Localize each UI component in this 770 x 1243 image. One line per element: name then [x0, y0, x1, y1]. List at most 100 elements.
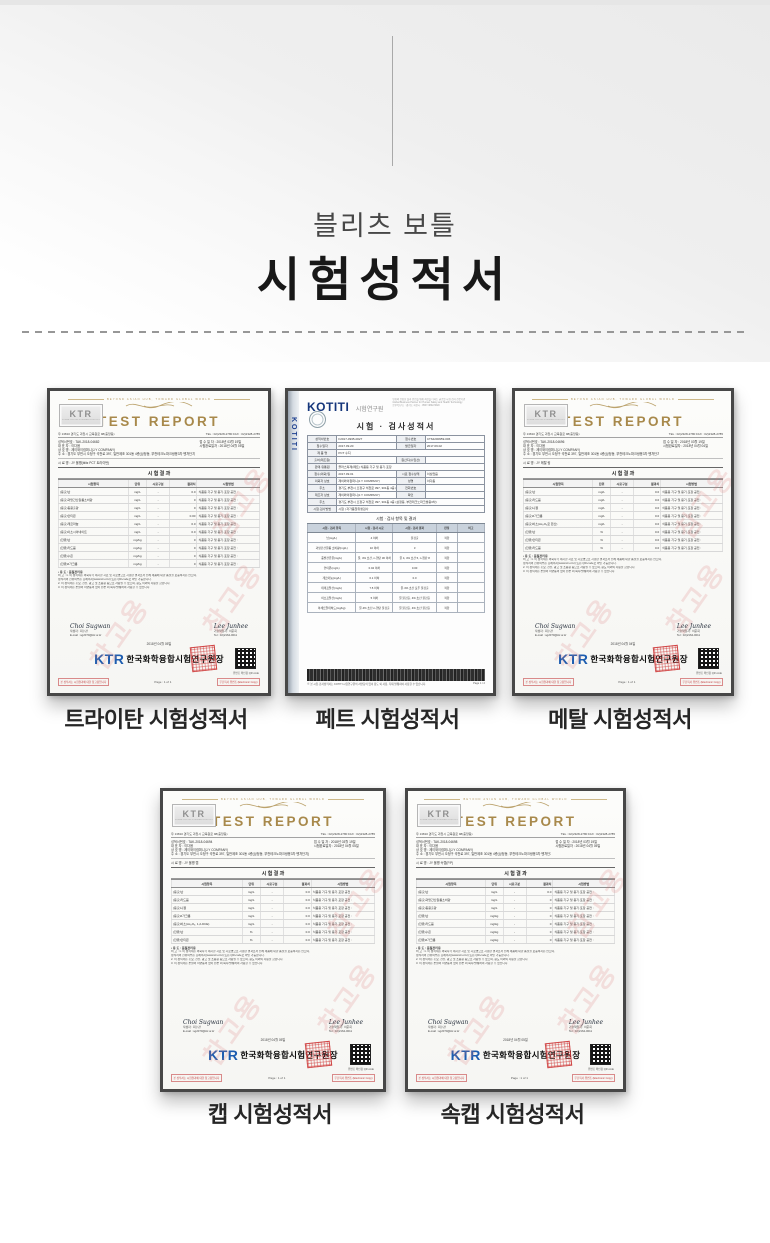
table-row: (용출)6가크롬 mg/L -0.0 식품용 기구 및 용기·포장 공전 :	[523, 512, 723, 521]
table-cell: -	[147, 536, 171, 544]
table-row: 시험항목 단위 시료구분 결과치 시험방법	[58, 479, 260, 489]
table-cell: (용출)납	[523, 488, 594, 496]
caption-cap: 캡 시험성적서	[207, 1102, 333, 1127]
certificate-inner-cap: 참고용 참고용 참고용 BEYOND ASIAN HUB, TOWARD GLO…	[405, 788, 626, 1092]
table-cell: 적합	[437, 563, 458, 572]
table-cell: -	[611, 496, 635, 504]
table-cell: 결과치	[527, 880, 554, 888]
results-table-header: 시험항목 단위 시료구분 결과치 시험방법	[58, 479, 260, 489]
table-cell: mg/L	[243, 888, 261, 896]
table-cell: 식품용 기구 및 용기·포장 공전 :	[197, 528, 260, 536]
table-cell: mg/kg	[129, 544, 147, 552]
table-cell: 10 이하	[356, 543, 394, 552]
results-table-rows: (용출)납 mg/L -0.0 식품용 기구 및 용기·포장 공전 : (용출)카드뮴 m…	[171, 888, 375, 945]
table-cell: -	[261, 896, 285, 904]
table-cell: 적합	[437, 593, 458, 602]
table-cell: -	[147, 520, 171, 528]
ktr-header: KTR KOREA TESTING & RESEARCH INSTITUTE T…	[58, 404, 260, 432]
table-cell: -	[261, 928, 285, 936]
table-cell: 0.0	[634, 520, 662, 528]
note-lines: 비 고 : 1. 이 성적서는 의뢰자가 제시한 시료 및 시료명으로 시험한 …	[416, 950, 615, 966]
kotiti-vertical-text: KOTITI	[290, 417, 297, 452]
table-cell: 식품용 기구 및 용기·포장 공전 :	[312, 896, 375, 904]
label-cell: 주소	[308, 485, 338, 491]
text-line: 2. 이 성적서는 홍보, 선전, 광고 및 소송용 등으로 사용될 수 없으며…	[416, 958, 529, 962]
text-line: 2. 이 성적서는 홍보, 선전, 광고 및 소송용 등으로 사용될 수 없으며…	[171, 958, 284, 962]
kotiti-brand: KOTITI 시험연구원	[307, 398, 383, 416]
text-line: 본부/연구소 : 경기도 과천시 · 0507-3802-5620	[392, 404, 440, 408]
table-cell: 물·4% 초산 모두 불검출	[393, 583, 437, 592]
address-row: 우 13810 경기도 과천시 교육원로 98(중앙동) TEL : 02)23…	[523, 432, 723, 438]
table-cell: -	[261, 888, 285, 896]
signature-row: Choi Sugwan 작성자 : 최수관 E-mail : sg2070@kt…	[523, 623, 723, 638]
signer-tel: Tel : 02)2164-0011	[676, 633, 701, 638]
signer-name: 기술책임자 : 이준희	[213, 629, 237, 634]
gold-rule	[570, 799, 607, 800]
table-row: (잔류)납% -0.0 식품용 기구 및 용기·포장 공전 :	[171, 928, 375, 937]
table-cell: -	[147, 560, 171, 568]
table-cell: 적합	[437, 583, 458, 592]
signature-script: Choi Sugwan	[70, 623, 111, 631]
table-cell: 식품용 기구 및 용기·포장 공전 :	[312, 920, 375, 928]
footer-right-label: 무단복사 위변조 (Electronic Copy)	[331, 1074, 375, 1082]
issue-date: 2018년 04월 05일	[503, 1038, 528, 1042]
table-cell: 0.0	[284, 920, 312, 928]
tagline-text: BEYOND ASIAN HUB, TOWARD GLOBAL WORLD	[570, 398, 676, 401]
kotiti-footer: ※ 본 시험·검사성적서는 KOTITI 시험연구원의 서면동의 없이 용도 외…	[307, 682, 485, 686]
value-cell: 2017.09.20	[337, 443, 397, 449]
signature-script: Choi Sugwan	[428, 1019, 469, 1027]
text-line: 시험완료일자 : 2018년 04월 05일	[199, 443, 245, 448]
table-cell: 증발잔류물(mg/L)	[307, 553, 357, 562]
table-row: (용출)카드뮴 mg/L -0.0 식품용 기구 및 용기·포장 공전 :	[523, 496, 723, 505]
table-cell: mg/kg	[486, 936, 504, 944]
text-line: 성적서번호 : TAK-2018-04698	[416, 839, 458, 844]
kotiti-side-band: KOTITI	[288, 391, 299, 693]
table-cell: 식품용 기구 및 용기·포장 공전 :	[197, 496, 260, 504]
sample-name: 시 료 명 : JY 메탈 링	[523, 458, 723, 465]
table-cell: 식품용 기구 및 용기·포장 공전 :	[661, 536, 723, 544]
table-cell: 물, 4% 초산, n-헵탄 30 이하	[356, 553, 394, 562]
notes-block: • 용 도 : 품질관리용 비 고 : 1. 이 성적서는 의뢰자가 제시한 시…	[171, 946, 375, 966]
value-cell	[337, 457, 397, 463]
ktr-tagline: BEYOND ASIAN HUB, TOWARD GLOBAL WORLD	[523, 398, 723, 401]
results-table-rows: (용출)납 mg/L -0.0 식품용 기구 및 용기·포장 공전 : (용출)과망간산…	[416, 888, 615, 945]
text-line: 2. 이 성적서는 홍보, 선전, 광고 및 소송용 등으로 사용될 수 없으며…	[58, 582, 171, 586]
table-cell: 시료구분	[611, 480, 635, 488]
table-cell: %	[593, 544, 611, 552]
table-cell: (잔류)수은	[416, 928, 486, 936]
table-cell: (잔류)6가크롬	[416, 936, 486, 944]
certificate-paper: 참고용 참고용 참고용 BEYOND ASIAN HUB, TOWARD GLO…	[515, 391, 731, 693]
ktr-header: KTR KOREA TESTING & RESEARCH INSTITUTE T…	[171, 804, 375, 832]
table-row: (용출)이소시아네이트 mg/L -0.0 식품용 기구 및 용기·포장 공전 :	[58, 528, 260, 537]
label-cell: 출처(제조원)	[308, 457, 338, 463]
qr-caption: 위변조 확인용 QR code	[588, 1068, 614, 1071]
results-table-rows: (용출)납 mg/L -0.0 식품용 기구 및 용기·포장 공전 : (용출)카드뮴 m…	[523, 488, 723, 553]
kotiti-results-rows: 납(mg/L) 4 이하 불검출 적합 과망간산칼륨 소비량(mg/L) 10 이하 3 적합…	[307, 533, 485, 613]
signature-left: Choi Sugwan 작성자 : 최수관 E-mail : sg2070@kt…	[183, 1019, 223, 1034]
value-cell: 이다음	[426, 479, 436, 483]
table-cell: 0.0	[634, 528, 662, 536]
text-line: 성적서번호 : TAK-2018-04694	[171, 839, 213, 844]
table-cell: 0	[170, 544, 198, 552]
results-table-title: 시 험 결 과	[171, 867, 375, 880]
table-cell: 시험방법	[553, 880, 615, 888]
signature-script: Lee Junhee	[676, 623, 711, 631]
table-row: (잔류)6가크롬 mg/kg -0 식품용 기구 및 용기·포장 공전 :	[416, 936, 615, 945]
text-line: 비 고 : 1. 이 성적서는 의뢰자가 제시한 시료 및 시료명으로 시험한 …	[58, 574, 197, 578]
ktr-blue-logo: KTR	[558, 651, 589, 667]
date-fields: 접 수 일 자 : 2018년 03월 19일 시험완료일자 : 2018년 04…	[663, 440, 723, 457]
table-row: (용출)과망간산칼륨소비량 mg/L -0 식품용 기구 및 용기·포장 공전 :	[58, 496, 260, 505]
table-cell: 납(mg/L)	[307, 533, 357, 542]
page-indicator: Page : 1 of 1	[618, 680, 636, 684]
signature-script: Lee Junhee	[328, 1019, 363, 1027]
table-cell: mg/kg	[486, 928, 504, 936]
ktr-embossed-logo: KTR KOREA TESTING & RESEARCH INSTITUTE	[172, 804, 216, 827]
table-cell: 0.0	[170, 528, 198, 536]
table-cell: 0	[170, 496, 198, 504]
table-cell: %	[243, 936, 261, 944]
label-cell: 원산지(수입선)	[396, 457, 426, 463]
text-line: 성적서의 진위여부는 홈페이지(www.ktr.or.kr) 또는 QR-cod…	[171, 954, 265, 958]
table-cell: (잔류)납	[171, 928, 243, 936]
footer-left-label: 본 성적서는 시험결과에 대한 참고용입니다	[171, 1074, 222, 1082]
table-cell: 식품용 기구 및 용기·포장 공전 :	[312, 888, 375, 896]
